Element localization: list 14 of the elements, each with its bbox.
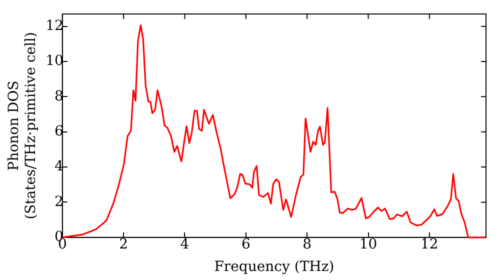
y-axis-title: Phonon DOS (States/THz·primitive cell)	[6, 32, 39, 220]
x-tick-label: 6	[241, 236, 250, 252]
y-tick-label: 4	[54, 158, 64, 175]
x-tick-label: 2	[119, 236, 128, 252]
x-tick-label: 8	[302, 236, 312, 252]
y-tick-label: 10	[46, 53, 64, 70]
x-axis-title: Frequency (THz)	[214, 259, 334, 276]
y-tick-label: 8	[54, 88, 64, 104]
x-tick-label: 12	[420, 236, 438, 252]
x-tick-label: 10	[359, 236, 378, 252]
x-tick-label: 4	[180, 236, 190, 252]
y-tick-label: 12	[46, 18, 64, 34]
y-tick-label: 6	[54, 123, 64, 140]
y-tick-label: 2	[54, 194, 64, 210]
